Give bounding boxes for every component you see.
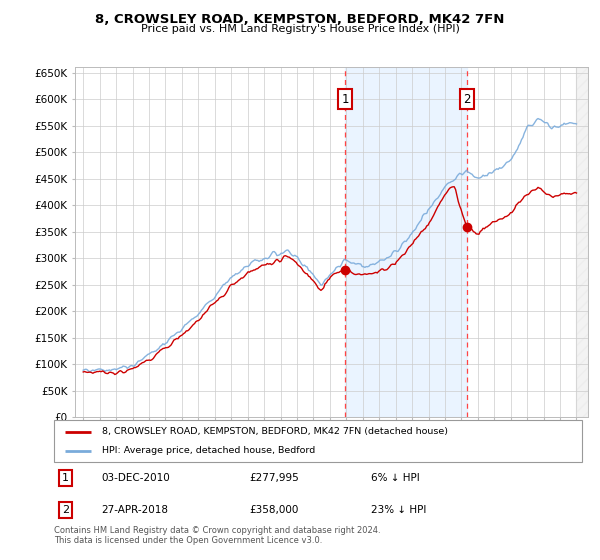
FancyBboxPatch shape [54,420,582,462]
Text: 2: 2 [62,505,69,515]
Text: HPI: Average price, detached house, Bedford: HPI: Average price, detached house, Bedf… [101,446,315,455]
Text: Price paid vs. HM Land Registry's House Price Index (HPI): Price paid vs. HM Land Registry's House … [140,24,460,34]
Text: 03-DEC-2010: 03-DEC-2010 [101,473,170,483]
Text: 2: 2 [463,92,470,105]
Text: 1: 1 [341,92,349,105]
Text: 6% ↓ HPI: 6% ↓ HPI [371,473,419,483]
Bar [345,67,467,417]
Text: £358,000: £358,000 [250,505,299,515]
Text: 8, CROWSLEY ROAD, KEMPSTON, BEDFORD, MK42 7FN (detached house): 8, CROWSLEY ROAD, KEMPSTON, BEDFORD, MK4… [101,427,448,436]
Text: This data is licensed under the Open Government Licence v3.0.: This data is licensed under the Open Gov… [54,536,322,545]
Text: £277,995: £277,995 [250,473,299,483]
Text: 8, CROWSLEY ROAD, KEMPSTON, BEDFORD, MK42 7FN: 8, CROWSLEY ROAD, KEMPSTON, BEDFORD, MK4… [95,13,505,26]
Text: 27-APR-2018: 27-APR-2018 [101,505,169,515]
Text: 23% ↓ HPI: 23% ↓ HPI [371,505,426,515]
Text: Contains HM Land Registry data © Crown copyright and database right 2024.: Contains HM Land Registry data © Crown c… [54,526,380,535]
Text: 1: 1 [62,473,69,483]
Bar [577,67,588,417]
